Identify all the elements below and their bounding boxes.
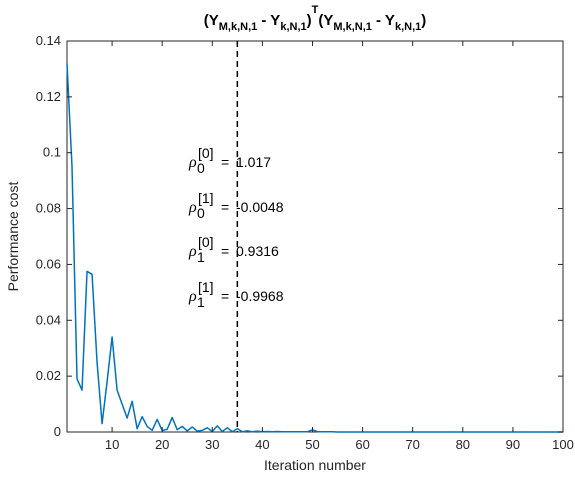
y-tick-label: 0.02: [36, 368, 61, 383]
y-tick-label: 0.06: [36, 256, 61, 271]
rho-symbol: ρ: [188, 199, 197, 216]
x-tick-label: 50: [305, 437, 319, 452]
rho-subscript: 1: [197, 249, 205, 265]
y-tick-label: 0: [54, 424, 61, 439]
y-tick-label: 0.14: [36, 33, 61, 48]
rho-symbol: ρ: [188, 243, 197, 260]
x-tick-label: 90: [506, 437, 520, 452]
coefficient-value: 0.9316: [236, 243, 279, 259]
rho-superscript: [0]: [198, 234, 214, 250]
series-line: [66, 63, 563, 433]
annotation-rho-0-1: ρ[1]0 = -0.0048: [188, 190, 284, 221]
x-tick-label: 70: [405, 437, 419, 452]
chart-title: (YM,k,N,1 - Yk,N,1)T(YM,k,N,1 - Yk,N,1): [204, 4, 427, 33]
rho-subscript: 0: [197, 160, 205, 176]
y-tick-label: 0.04: [36, 312, 61, 327]
y-axis-label: Performance cost: [5, 182, 21, 292]
x-axis-label: Iteration number: [264, 457, 366, 473]
annotation-rho-1-0: ρ[0]1 = 0.9316: [188, 234, 279, 265]
x-tick-label: 40: [255, 437, 269, 452]
coefficient-value: -0.9968: [236, 288, 284, 304]
x-tick-label: 20: [155, 437, 169, 452]
equals-sign: =: [221, 243, 229, 259]
x-tick-label: 60: [355, 437, 369, 452]
rho-superscript: [1]: [198, 190, 214, 206]
coefficient-value: 1.017: [236, 154, 271, 170]
rho-subscript: 0: [197, 205, 205, 221]
x-tick-label: 30: [205, 437, 219, 452]
title-text: (YM,k,N,1 - Yk,N,1)T(YM,k,N,1 - Yk,N,1): [204, 4, 427, 33]
y-tick-label: 0.08: [36, 201, 61, 216]
x-tick-label: 80: [456, 437, 470, 452]
annotation-rho-0-0: ρ[0]0 = 1.017: [188, 145, 271, 176]
rho-symbol: ρ: [188, 154, 197, 171]
rho-symbol: ρ: [188, 288, 197, 305]
x-tick-label: 100: [552, 437, 574, 452]
y-tick-label: 0.12: [36, 89, 61, 104]
x-tick-label: 10: [105, 437, 119, 452]
y-tick-label: 0.1: [43, 145, 61, 160]
equals-sign: =: [221, 288, 229, 304]
equals-sign: =: [221, 154, 229, 170]
rho-subscript: 1: [197, 294, 205, 310]
rho-superscript: [0]: [198, 145, 214, 161]
axis-ticks: 10 20 30 40 50 60 70 80 90 10000.020.040.060.080.…: [36, 33, 574, 452]
plot-frame: [66, 40, 564, 433]
plot-area: [66, 40, 564, 433]
coefficient-value: -0.0048: [236, 199, 284, 215]
equals-sign: =: [221, 199, 229, 215]
annotation-rho-1-1: ρ[1]1 = -0.9968: [188, 279, 284, 310]
rho-superscript: [1]: [198, 279, 214, 295]
